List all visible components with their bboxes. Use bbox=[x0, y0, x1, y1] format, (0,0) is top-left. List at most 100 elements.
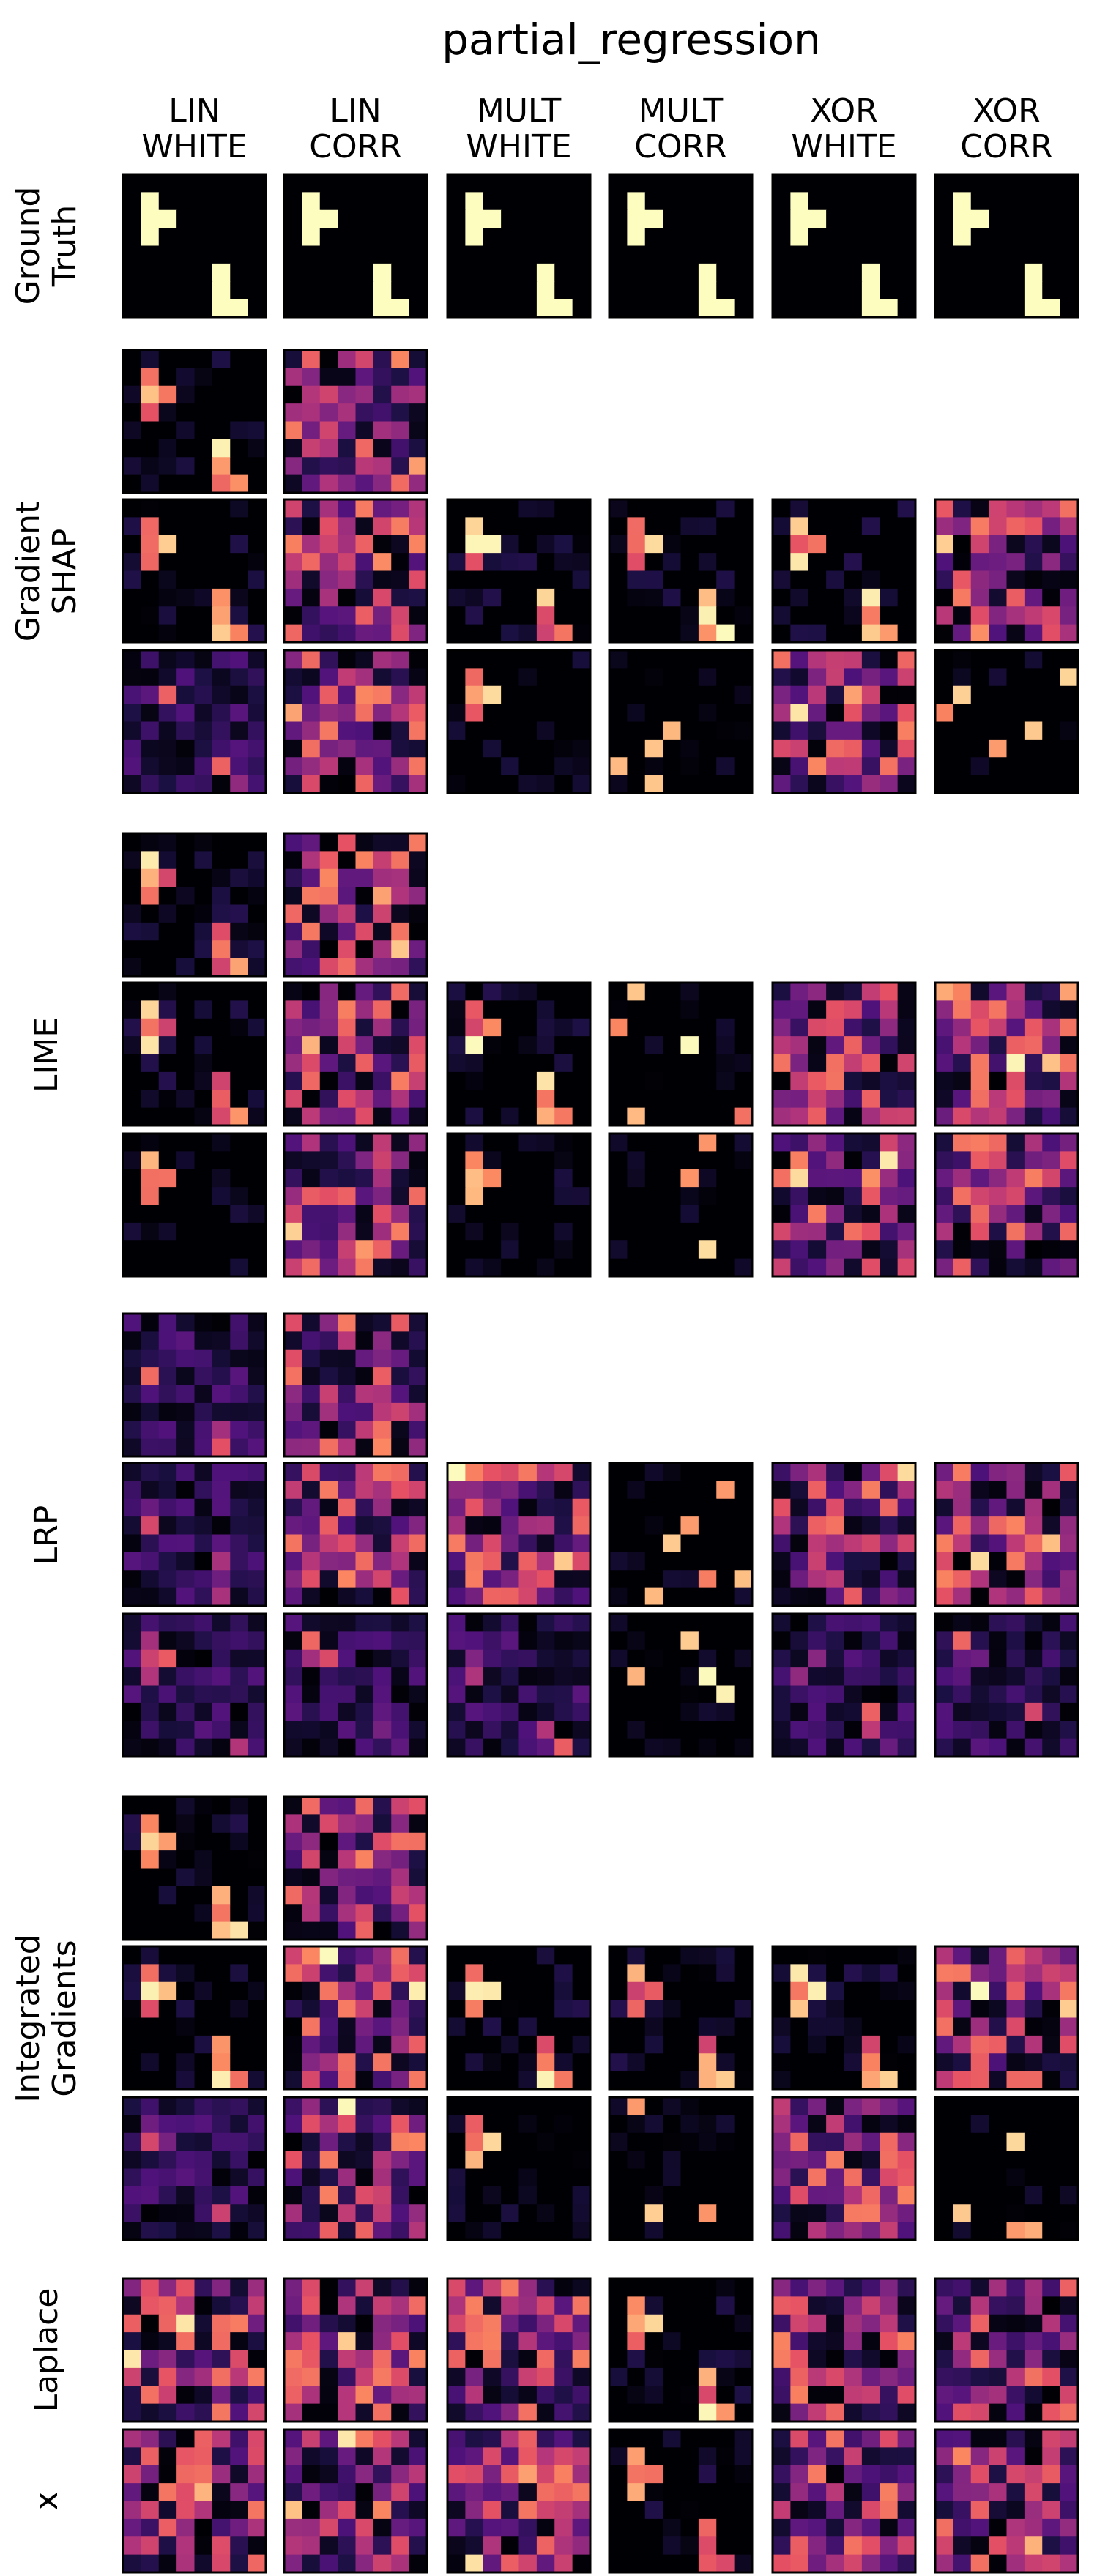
heatmap-cell bbox=[1006, 1721, 1025, 1740]
heatmap-cell bbox=[176, 1921, 196, 1940]
heatmap-cell bbox=[734, 2279, 753, 2297]
heatmap-cell bbox=[176, 1552, 196, 1571]
heatmap-cell bbox=[1042, 2518, 1061, 2537]
heatmap-cell bbox=[123, 1438, 141, 1457]
heatmap-cell bbox=[391, 1054, 410, 1073]
heatmap-cell bbox=[554, 1702, 573, 1721]
heatmap-cell bbox=[953, 2447, 972, 2466]
heatmap-cell bbox=[465, 2386, 484, 2405]
heatmap-cell bbox=[123, 2071, 141, 2090]
heatmap-cell bbox=[554, 228, 573, 247]
heatmap-cell bbox=[483, 588, 502, 607]
heatmap-cell bbox=[880, 650, 899, 669]
heatmap-cell bbox=[897, 1481, 916, 1500]
heatmap-cell bbox=[734, 2386, 753, 2405]
heatmap-cell bbox=[483, 1964, 502, 1983]
heatmap-cell bbox=[447, 2447, 466, 2466]
heatmap-cell bbox=[572, 2518, 591, 2537]
heatmap-cell bbox=[644, 2554, 663, 2573]
heatmap-cell bbox=[970, 1587, 989, 1607]
heatmap-cell bbox=[194, 1738, 213, 1757]
heatmap-cell bbox=[680, 1667, 699, 1686]
heatmap-cell bbox=[212, 775, 231, 794]
heatmap-cell bbox=[935, 1516, 953, 1535]
heatmap-cell bbox=[790, 1481, 809, 1500]
heatmap-cell bbox=[663, 1187, 682, 1206]
heatmap-cell bbox=[1042, 2296, 1061, 2315]
heatmap-cell bbox=[355, 1498, 374, 1517]
heatmap-cell bbox=[698, 1981, 717, 2000]
heatmap-cell bbox=[391, 721, 410, 740]
heatmap-cell bbox=[373, 1570, 392, 1589]
heatmap-cell bbox=[572, 685, 591, 704]
heatmap-cell bbox=[680, 1981, 699, 2000]
heatmap-cell bbox=[141, 263, 160, 282]
heatmap-cell bbox=[391, 2071, 410, 2090]
heatmap-cell bbox=[447, 2151, 466, 2170]
heatmap-cell bbox=[609, 650, 628, 669]
heatmap-cell bbox=[176, 499, 196, 518]
heatmap-cell bbox=[989, 2115, 1008, 2134]
heatmap-cell bbox=[773, 2000, 791, 2019]
heatmap-cell bbox=[194, 739, 213, 758]
heatmap-cell bbox=[1042, 1090, 1061, 1109]
heatmap-cell bbox=[248, 2332, 267, 2351]
heatmap-cell bbox=[194, 474, 213, 494]
heatmap-cell bbox=[1006, 2403, 1025, 2422]
heatmap-cell bbox=[663, 721, 682, 740]
heatmap-cell bbox=[212, 624, 231, 643]
heatmap-cell bbox=[319, 1721, 338, 1740]
heatmap-cell bbox=[248, 1570, 267, 1589]
heatmap-cell bbox=[1060, 588, 1079, 607]
heatmap-cell bbox=[194, 650, 213, 669]
heatmap-cell bbox=[1006, 2501, 1025, 2520]
heatmap-cell bbox=[1060, 263, 1079, 282]
heatmap-panel bbox=[122, 498, 267, 644]
heatmap-cell bbox=[826, 2332, 845, 2351]
heatmap-cell bbox=[465, 2035, 484, 2054]
heatmap-cell bbox=[518, 2447, 538, 2466]
heatmap-cell bbox=[355, 1921, 374, 1940]
heatmap-cell bbox=[212, 1685, 231, 1704]
heatmap-cell bbox=[880, 775, 899, 794]
heatmap-cell bbox=[554, 1054, 573, 1073]
heatmap-cell bbox=[284, 2536, 302, 2555]
heatmap-cell bbox=[391, 2386, 410, 2405]
heatmap-cell bbox=[1042, 2053, 1061, 2072]
heatmap-cell bbox=[970, 2430, 989, 2448]
heatmap-cell bbox=[1006, 1738, 1025, 1757]
heatmap-cell bbox=[230, 368, 249, 387]
heatmap-cell bbox=[734, 1685, 753, 1704]
heatmap-cell bbox=[373, 588, 392, 607]
heatmap-cell bbox=[501, 1463, 520, 1481]
heatmap-cell bbox=[970, 1090, 989, 1109]
heatmap-cell bbox=[698, 209, 717, 228]
heatmap-cell bbox=[212, 1649, 231, 1668]
heatmap-cell bbox=[409, 1151, 428, 1170]
heatmap-cell bbox=[609, 2115, 628, 2134]
heatmap-cell bbox=[1006, 2314, 1025, 2333]
heatmap-panel bbox=[608, 2428, 754, 2574]
heatmap-cell bbox=[880, 1187, 899, 1206]
heatmap-cell bbox=[284, 1090, 302, 1109]
heatmap-cell bbox=[897, 2350, 916, 2369]
heatmap-cell bbox=[158, 1385, 177, 1404]
heatmap-cell bbox=[826, 588, 845, 607]
heatmap-cell bbox=[141, 1151, 160, 1170]
heatmap-cell bbox=[141, 209, 160, 228]
heatmap-cell bbox=[1006, 2465, 1025, 2484]
heatmap-cell bbox=[1042, 2483, 1061, 2502]
heatmap-cell bbox=[409, 868, 428, 887]
heatmap-cell bbox=[880, 739, 899, 758]
heatmap-cell bbox=[212, 350, 231, 368]
heatmap-cell bbox=[698, 624, 717, 643]
heatmap-cell bbox=[536, 1133, 555, 1152]
heatmap-cell bbox=[773, 1133, 791, 1152]
heatmap-cell bbox=[844, 1054, 863, 1073]
heatmap-cell bbox=[698, 1721, 717, 1740]
heatmap-cell bbox=[627, 668, 646, 687]
heatmap-cell bbox=[808, 2536, 827, 2555]
heatmap-cell bbox=[935, 1498, 953, 1517]
heatmap-cell bbox=[698, 1463, 717, 1481]
heatmap-cell bbox=[212, 757, 231, 776]
